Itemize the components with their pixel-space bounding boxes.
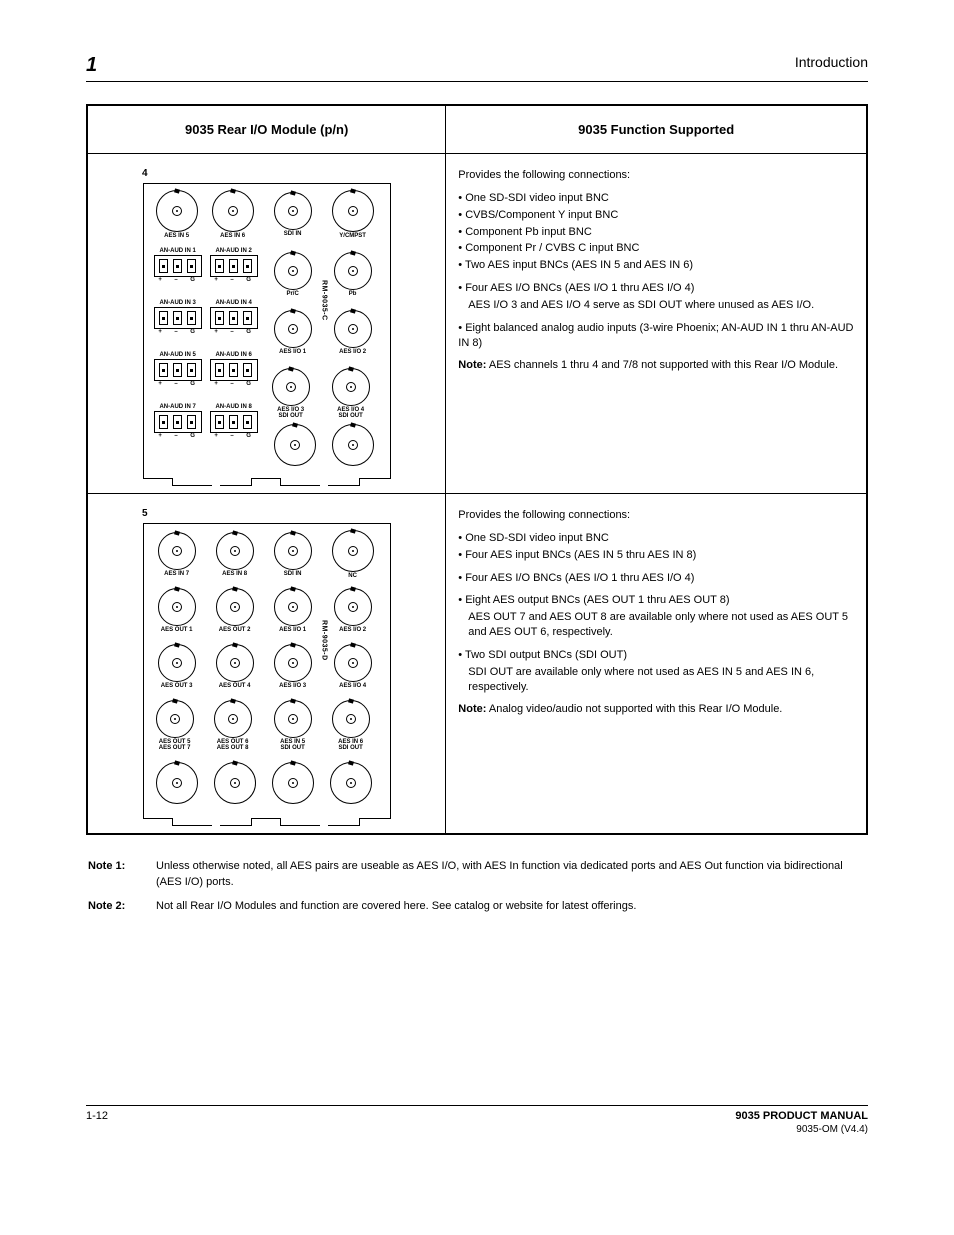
phoenix-label: AN-AUD IN 8 [210,404,258,410]
phoenix-conn [210,255,258,277]
model-label: RM-9035-D [321,620,328,661]
bnc-conn: AES I/O 2 [334,627,372,633]
panel-index: 4 [94,168,439,179]
phoenix-conn [210,359,258,381]
bnc-conn: AES I/O 1 [274,627,312,633]
desc-subnote: AES OUT 7 and AES OUT 8 are available on… [458,610,854,640]
section-name: Introduction [795,54,868,77]
bnc-conn: Y/CMPST [332,233,374,239]
manual-version: 9035-OM (V4.4) [86,1124,868,1135]
panel-index: 5 [94,508,439,519]
bnc-conn: AES IN 5 SDI OUT [274,739,312,752]
bnc-conn: AES IN 6 SDI OUT [332,739,370,752]
phoenix-conn [154,411,202,433]
footnotes: Note 1: Unless otherwise noted, all AES … [86,859,868,915]
col-head-functions: 9035 Function Supported [446,105,867,154]
phoenix-label: AN-AUD IN 5 [154,352,202,358]
col-head-module: 9035 Rear I/O Module (p/n) [87,105,446,154]
desc-item: • Four AES input BNCs (AES IN 5 thru AES… [458,548,854,563]
desc-item: • CVBS/Component Y input BNC [458,208,854,223]
page-footer: 1-12 9035 PRODUCT MANUAL [86,1105,868,1122]
desc-item: • One SD-SDI video input BNC [458,191,854,206]
desc-item: • Component Pb input BNC [458,225,854,240]
manual-title: 9035 PRODUCT MANUAL [735,1110,868,1122]
table-row: 5 RM-9035-D AES IN 7 AES IN 8 SDI IN NC … [87,494,867,835]
phoenix-label: AN-AUD IN 6 [210,352,258,358]
bnc-conn: AES OUT 4 [216,683,254,689]
bnc-conn: SDI IN [274,571,312,577]
bnc-conn: AES IN 8 [216,571,254,577]
desc-item: • Two AES input BNCs (AES IN 5 and AES I… [458,258,854,273]
rear-panel-rm9035c: RM-9035-C AES IN 5 AES IN 6 SDI IN Y/CMP… [143,183,391,479]
desc-rm9035c: Provides the following connections: • On… [446,154,867,494]
desc-item: • Eight balanced analog audio inputs (3-… [458,321,854,351]
desc-item: • Eight AES output BNCs (AES OUT 1 thru … [458,593,854,608]
bnc-conn: AES IN 5 [156,233,198,239]
bnc-conn: AES I/O 3 [274,683,312,689]
note-label: Note: [458,703,486,715]
bnc-conn: AES IN 6 [212,233,254,239]
desc-intro: Provides the following connections: [458,168,854,183]
desc-intro: Provides the following connections: [458,508,854,523]
page-header: 1 Introduction [86,54,868,82]
footnote-text: Not all Rear I/O Modules and function ar… [156,899,636,915]
phoenix-conn [154,307,202,329]
phoenix-label: AN-AUD IN 1 [154,248,202,254]
desc-item: • Two SDI output BNCs (SDI OUT) [458,648,854,663]
footnote-label: Note 1: [88,859,156,891]
desc-item: • Four AES I/O BNCs (AES I/O 1 thru AES … [458,571,854,586]
bnc-conn: AES I/O 3 SDI OUT [272,407,310,420]
phoenix-conn [154,255,202,277]
model-label: RM-9035-C [321,280,328,321]
bnc-conn: AES OUT 1 [158,627,196,633]
bnc-conn: NC [332,573,374,579]
table-row: 4 RM-9035-C AES IN 5 AES IN 6 SDI IN Y/C… [87,154,867,494]
bnc-conn: AES OUT 3 [158,683,196,689]
desc-subnote: AES I/O 3 and AES I/O 4 serve as SDI OUT… [458,298,854,313]
rear-panel-rm9035d: RM-9035-D AES IN 7 AES IN 8 SDI IN NC AE… [143,523,391,819]
bnc-conn: AES I/O 2 [334,349,372,355]
bnc-conn: SDI IN [274,231,312,237]
phoenix-label: AN-AUD IN 7 [154,404,202,410]
bnc-conn: Pr/C [274,291,312,297]
bnc-conn: AES I/O 1 [274,349,312,355]
phoenix-label: AN-AUD IN 3 [154,300,202,306]
page-number: 1-12 [86,1110,108,1122]
phoenix-label: AN-AUD IN 4 [210,300,258,306]
desc-subnote: SDI OUT are available only where not use… [458,665,854,695]
phoenix-conn [210,411,258,433]
note-label: Note: [458,359,486,371]
bnc-conn: AES OUT 6 AES OUT 8 [214,739,252,752]
bnc-conn: AES OUT 5 AES OUT 7 [156,739,194,752]
rear-io-table: 9035 Rear I/O Module (p/n) 9035 Function… [86,104,868,835]
footnote-label: Note 2: [88,899,156,915]
phoenix-conn [210,307,258,329]
desc-item: • One SD-SDI video input BNC [458,531,854,546]
desc-rm9035d: Provides the following connections: • On… [446,494,867,835]
note-text: Analog video/audio not supported with th… [489,703,783,715]
bnc-conn: Pb [334,291,372,297]
bnc-conn: AES I/O 4 SDI OUT [332,407,370,420]
desc-item: • Four AES I/O BNCs (AES I/O 1 thru AES … [458,281,854,296]
desc-item: • Component Pr / CVBS C input BNC [458,241,854,256]
phoenix-label: AN-AUD IN 2 [210,248,258,254]
chapter-number: 1 [86,54,97,77]
bnc-conn: AES IN 7 [158,571,196,577]
footnote-text: Unless otherwise noted, all AES pairs ar… [156,859,868,891]
bnc-conn: AES OUT 2 [216,627,254,633]
note-text: AES channels 1 thru 4 and 7/8 not suppor… [489,359,838,371]
phoenix-conn [154,359,202,381]
bnc-conn: AES I/O 4 [334,683,372,689]
